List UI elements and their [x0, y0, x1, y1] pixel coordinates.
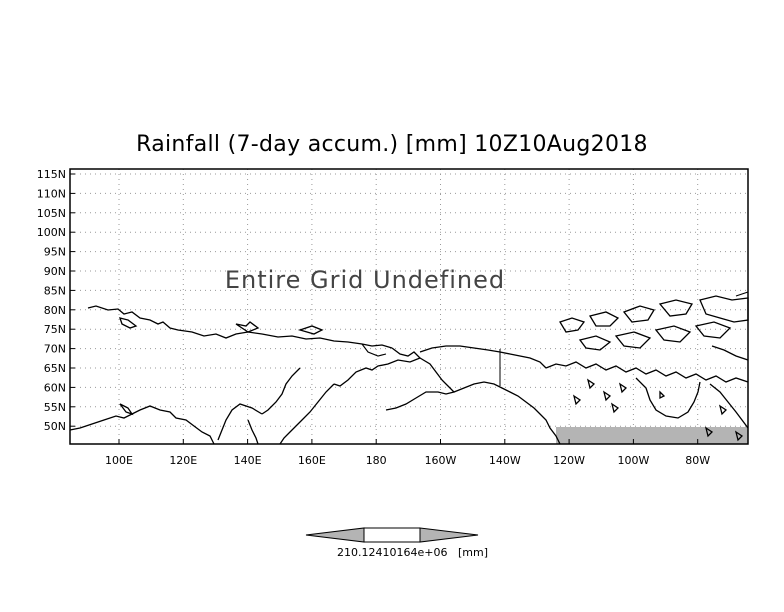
coastline-small-features: [572, 378, 744, 442]
coastline-alaska: [419, 345, 547, 369]
plot-frame: [69, 168, 749, 445]
lat-label: 85N: [44, 284, 66, 297]
lat-label: 70N: [44, 343, 66, 356]
lon-label: 120W: [553, 454, 585, 467]
lat-label: 75N: [44, 323, 66, 336]
lat-label: 110N: [37, 187, 66, 200]
lat-label: 60N: [44, 381, 66, 394]
lat-label: 100N: [37, 226, 66, 239]
colorbar-left-arrow: [305, 527, 365, 543]
coastline-kamchatka: [279, 383, 335, 445]
colorbar-value-label: 210.12410164e+06: [337, 546, 447, 559]
shaded-region: [556, 427, 748, 444]
coastline-hudson-bay: [635, 377, 701, 419]
coastline-chukotka: [333, 347, 422, 387]
axes: 115N 110N 105N 100N 95N 90N 85N 80N 75N 70N 65N 60N…: [37, 168, 710, 467]
lat-label: 80N: [44, 304, 66, 317]
coastline-islands-north: [119, 317, 324, 335]
graticule: [70, 169, 748, 444]
colorbar-box: [363, 527, 421, 543]
lon-label: 100E: [105, 454, 133, 467]
coastline-canada-north: [545, 361, 749, 383]
colorbar-unit-label: [mm]: [458, 546, 488, 559]
coastline-ne-siberia: [361, 343, 387, 357]
lon-label: 180: [366, 454, 387, 467]
coastline-labrador: [709, 383, 749, 429]
lon-label: 100W: [617, 454, 649, 467]
coastline-alaska-south: [453, 381, 561, 445]
undefined-message: Entire Grid Undefined: [225, 266, 505, 294]
coastlines: [69, 291, 749, 445]
lat-label: 95N: [44, 246, 66, 259]
lat-label: 105N: [37, 207, 66, 220]
coastline-baffin: [711, 345, 749, 361]
lat-label: 115N: [37, 168, 66, 181]
coastline-kamchatka-west: [261, 367, 301, 415]
coastline-okhotsk: [217, 403, 263, 441]
lon-label: 80W: [685, 454, 710, 467]
lat-label: 55N: [44, 401, 66, 414]
coastline-baikal: [119, 403, 134, 416]
coastline-east-asia: [69, 405, 215, 445]
lon-label: 160W: [425, 454, 457, 467]
lon-label: 160E: [298, 454, 326, 467]
lon-label: 140W: [489, 454, 521, 467]
coastline-greenland-edge: [735, 291, 749, 297]
lat-label: 90N: [44, 265, 66, 278]
coastline-sakhalin: [247, 419, 259, 445]
lat-label: 50N: [44, 420, 66, 433]
map-title: Rainfall (7-day accum.) [mm] 10Z10Aug201…: [136, 132, 648, 157]
lat-label: 65N: [44, 362, 66, 375]
colorbar: 210.12410164e+06 [mm]: [305, 527, 488, 559]
lon-label: 140E: [234, 454, 262, 467]
coastline-siberia-north: [87, 305, 393, 349]
coastline-alaska-west: [385, 357, 456, 411]
colorbar-right-arrow: [419, 527, 479, 543]
lon-label: 120E: [169, 454, 197, 467]
